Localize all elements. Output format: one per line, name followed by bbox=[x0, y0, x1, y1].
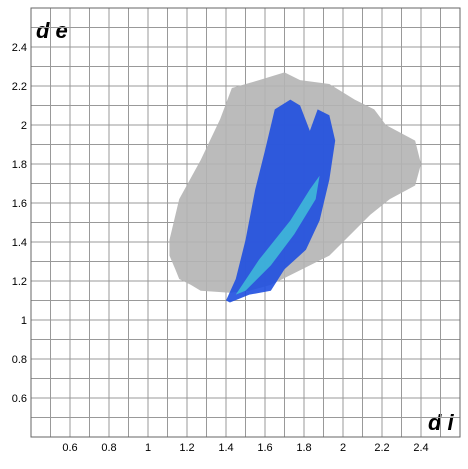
fingerprint-region bbox=[226, 99, 336, 303]
x-tick-label: 2.2 bbox=[374, 442, 389, 454]
x-tick-label: 2.4 bbox=[413, 442, 428, 454]
y-tick-label: 1.2 bbox=[12, 276, 27, 288]
y-tick-label: 0.6 bbox=[12, 393, 27, 405]
y-tick-label: 2.4 bbox=[12, 42, 27, 54]
x-tick-label: 1.2 bbox=[179, 442, 194, 454]
x-tick-label: 1.6 bbox=[257, 442, 272, 454]
x-tick-label: 0.6 bbox=[62, 442, 77, 454]
y-tick-label: 2 bbox=[21, 120, 27, 132]
x-tick-label: 0.8 bbox=[101, 442, 116, 454]
plot-frame bbox=[30, 7, 461, 438]
x-tick-label: 1.8 bbox=[296, 442, 311, 454]
y-tick-label: 1.6 bbox=[12, 198, 27, 210]
y-tick-label: 0.8 bbox=[12, 354, 27, 366]
x-tick-label: 1 bbox=[145, 442, 151, 454]
y-tick-label: 1 bbox=[21, 315, 27, 327]
x-tick-label: 2 bbox=[340, 442, 346, 454]
y-tick-label: 1.4 bbox=[12, 237, 27, 249]
y-axis-label: d e bbox=[36, 18, 68, 43]
x-axis-label: d i bbox=[428, 410, 455, 435]
y-tick-label: 2.2 bbox=[12, 81, 27, 93]
x-tick-label: 1.4 bbox=[218, 442, 233, 454]
fingerprint-region bbox=[235, 175, 320, 295]
y-tick-label: 1.8 bbox=[12, 159, 27, 171]
